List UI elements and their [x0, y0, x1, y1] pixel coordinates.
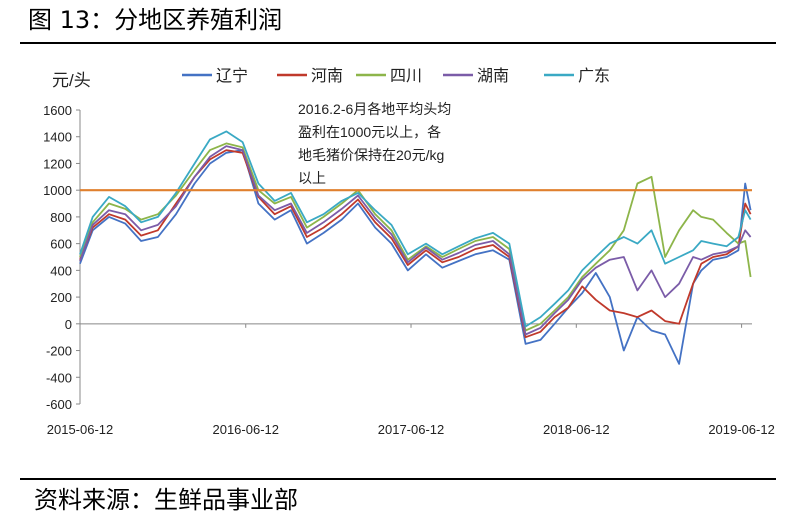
- annotation-line: 2016.2-6月各地平均头均: [298, 101, 451, 117]
- legend-label: 四川: [390, 68, 422, 85]
- x-tick-label: 2016-06-12: [212, 422, 279, 437]
- y-tick-label: 200: [50, 290, 72, 305]
- series-line-广东: [79, 130, 752, 328]
- legend-label: 河南: [311, 67, 343, 85]
- x-tick-label: 2017-06-12: [378, 422, 445, 437]
- annotation-line: 盈利在1000元以上，各: [298, 124, 441, 140]
- y-tick-label: 400: [50, 263, 72, 278]
- legend: 辽宁 河南 四川 湖南 广东: [182, 67, 610, 85]
- annotation-line: 以上: [298, 170, 326, 186]
- series-line-四川: [79, 142, 752, 332]
- source-rule: [20, 478, 776, 480]
- legend-label: 湖南: [477, 67, 509, 85]
- y-tick-label: 0: [65, 317, 72, 332]
- series-line-湖南: [79, 145, 752, 336]
- y-tick-label: 800: [50, 210, 72, 225]
- legend-label: 辽宁: [216, 67, 248, 85]
- figure-title: 图 13：分地区养殖利润: [28, 6, 283, 34]
- chart-annotation: 2016.2-6月各地平均头均盈利在1000元以上，各地毛猪价保持在20元/kg…: [298, 101, 451, 186]
- y-tick-label: 1400: [43, 130, 72, 145]
- series-layer: [79, 130, 752, 365]
- annotation-line: 地毛猪价保持在20元/kg: [298, 147, 444, 163]
- title-rule: [20, 42, 776, 44]
- y-tick-label: -600: [46, 397, 72, 412]
- legend-label: 广东: [578, 67, 610, 85]
- x-tick-label: 2019-06-12: [708, 422, 775, 437]
- y-tick-label: -400: [46, 370, 72, 385]
- x-tick-label: 2018-06-12: [543, 422, 610, 437]
- y-tick-label: 600: [50, 237, 72, 252]
- y-tick-label: 1600: [43, 103, 72, 118]
- x-tick-label: 2015-06-12: [47, 422, 114, 437]
- y-tick-label: 1200: [43, 156, 72, 171]
- chart: 1600 1400 1200 1000 800 600 400 200 0 -200 -400 -60…: [43, 67, 775, 437]
- y-tick-label: 1000: [43, 183, 72, 198]
- y-axis: 1600 1400 1200 1000 800 600 400 200 0 -200 -400 -60…: [43, 103, 81, 412]
- series-line-辽宁: [79, 149, 752, 365]
- y-axis-label: 元/头: [52, 71, 91, 90]
- x-axis: 2015-06-12 2016-06-12 2017-06-12 2018-06-12…: [47, 323, 775, 437]
- y-tick-label: -200: [46, 344, 72, 359]
- source-note: 资料来源：生鲜品事业部: [34, 486, 298, 514]
